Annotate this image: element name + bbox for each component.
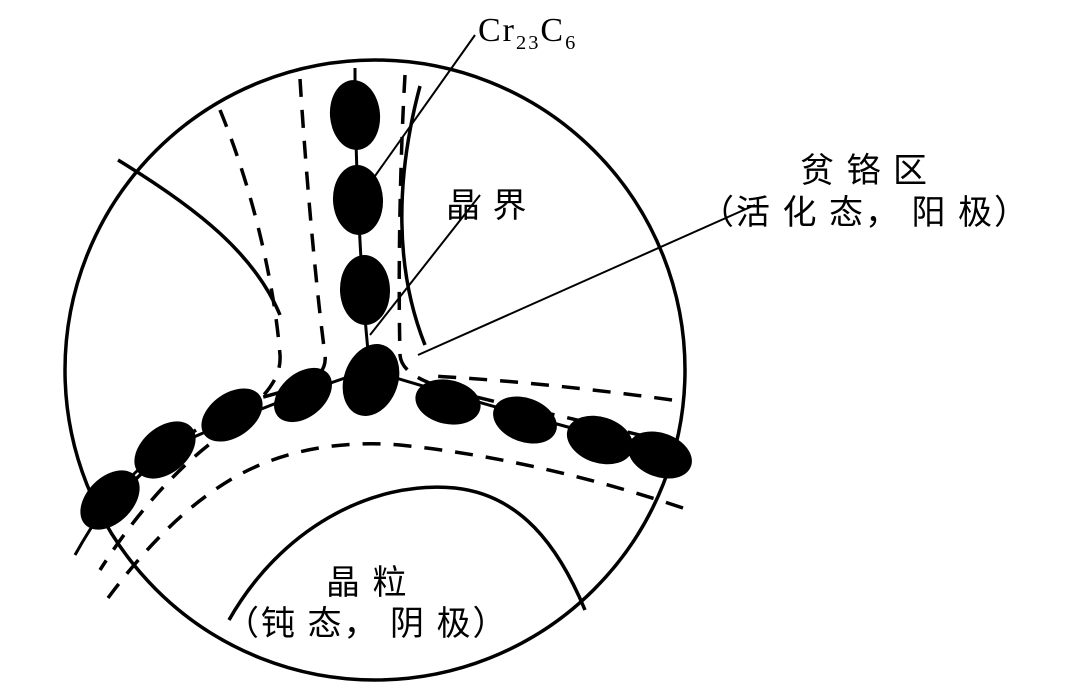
label-grain-line2: （钝 态， 阴 极）	[225, 596, 509, 645]
leader-lines	[358, 35, 755, 355]
microstructure-diagram	[0, 0, 1080, 688]
carbide-precipitates	[69, 78, 699, 541]
formula-sub1: 23	[516, 32, 540, 54]
label-carbide: Cr23C6	[478, 12, 577, 55]
formula-cr: Cr	[478, 12, 516, 49]
label-grain-boundary: 晶 界	[446, 178, 529, 227]
formula-c: C	[540, 12, 565, 49]
label-depleted-line2: （活 化 态， 阳 极）	[700, 185, 1030, 234]
formula-sub2: 6	[565, 32, 577, 54]
